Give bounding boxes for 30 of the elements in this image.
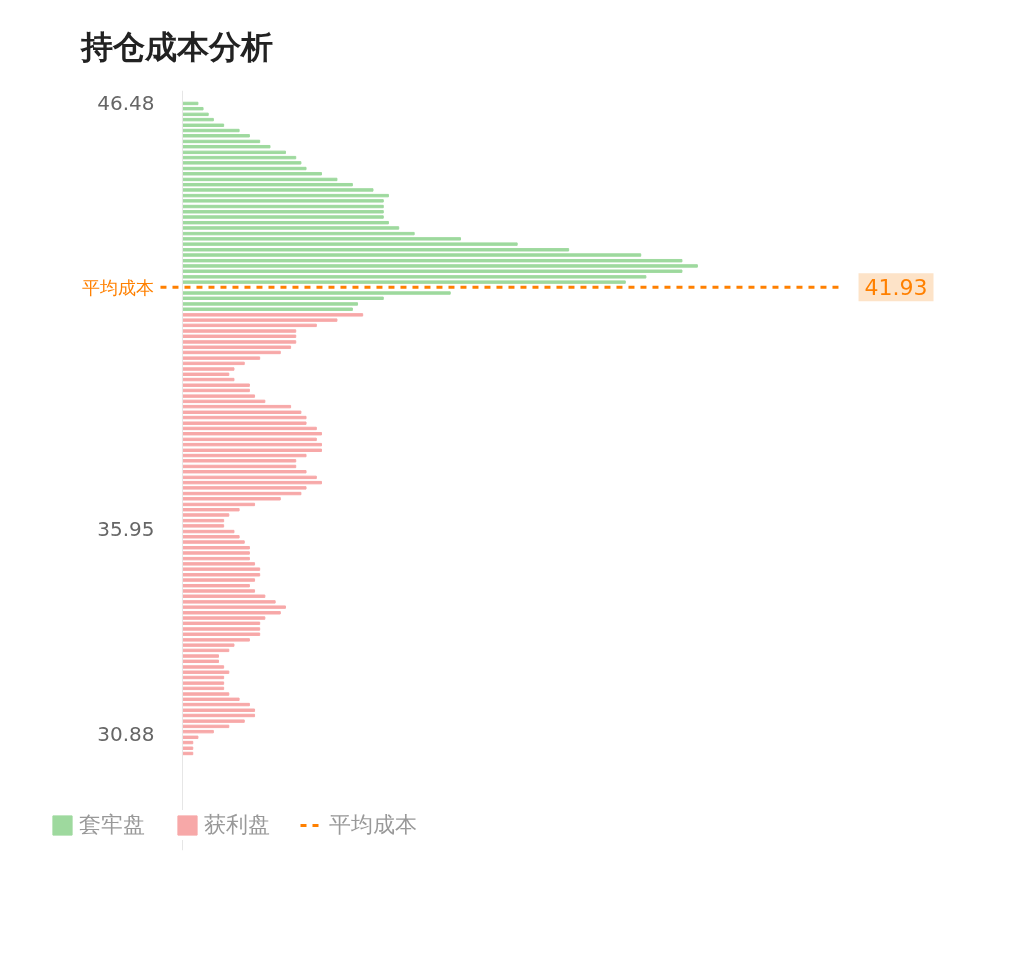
bar xyxy=(181,172,322,176)
bar xyxy=(181,459,297,463)
text: 41.93 xyxy=(864,275,928,301)
bar xyxy=(181,199,384,203)
bar xyxy=(181,134,250,138)
bar xyxy=(181,394,256,398)
bar xyxy=(181,356,261,360)
legend-label: 套牢盘 xyxy=(79,811,145,839)
chart-title: 持仓成本分析 xyxy=(79,27,273,66)
bar xyxy=(181,421,307,425)
bar xyxy=(181,681,225,685)
legend-label: 获利盘 xyxy=(204,811,270,839)
ref-line-label: 平均成本 xyxy=(82,276,155,298)
bar xyxy=(181,383,250,387)
y-tick-label: 35.95 xyxy=(97,517,155,542)
bar xyxy=(181,410,302,414)
bar xyxy=(181,470,307,474)
bar xyxy=(181,524,225,528)
bar xyxy=(181,719,245,723)
bar xyxy=(181,448,322,452)
bar xyxy=(181,497,281,501)
bar xyxy=(181,708,256,712)
bar xyxy=(181,161,302,165)
bar xyxy=(181,123,225,127)
y-tick-label: 30.88 xyxy=(97,722,155,747)
text: 平均成本 xyxy=(329,812,417,837)
bar xyxy=(181,432,322,436)
bar xyxy=(181,486,307,490)
bar xyxy=(181,746,194,750)
y-tick-label: 46.48 xyxy=(97,91,155,116)
